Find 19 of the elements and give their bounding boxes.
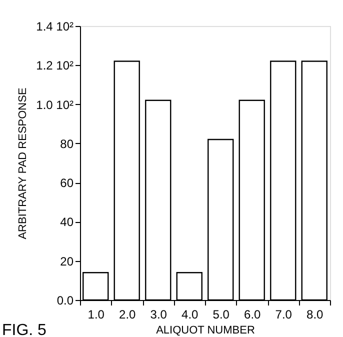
y-tick-label: 1.2 10² <box>36 58 74 73</box>
caption: FIG. 5 <box>2 322 47 337</box>
y-tick-label: 40 <box>60 215 74 230</box>
y-tick-label: 20 <box>60 254 74 268</box>
x-tick-label: 6.0 <box>244 308 262 322</box>
x-tick-label: 4.0 <box>182 308 199 322</box>
x-tick-label: 1.0 <box>88 308 105 322</box>
x-tick-label: 3.0 <box>150 308 168 322</box>
y-axis-title: ARBITRARY PAD RESPONSE <box>17 88 30 240</box>
y-tick-label: 60 <box>60 176 74 190</box>
x-tick-label: 2.0 <box>119 308 136 322</box>
y-tick-label: 1.0 10² <box>36 98 74 112</box>
y-tick-label: 1.4 10² <box>36 20 74 34</box>
x-axis-title: ALIQUOT NUMBER <box>156 324 255 336</box>
y-tick-label: 0.0 <box>56 294 74 308</box>
x-tick-label: 5.0 <box>212 308 230 322</box>
x-tick-label: 7.0 <box>275 308 292 322</box>
y-tick-label: 80 <box>60 136 74 151</box>
x-tick-label: 8.0 <box>306 308 324 322</box>
